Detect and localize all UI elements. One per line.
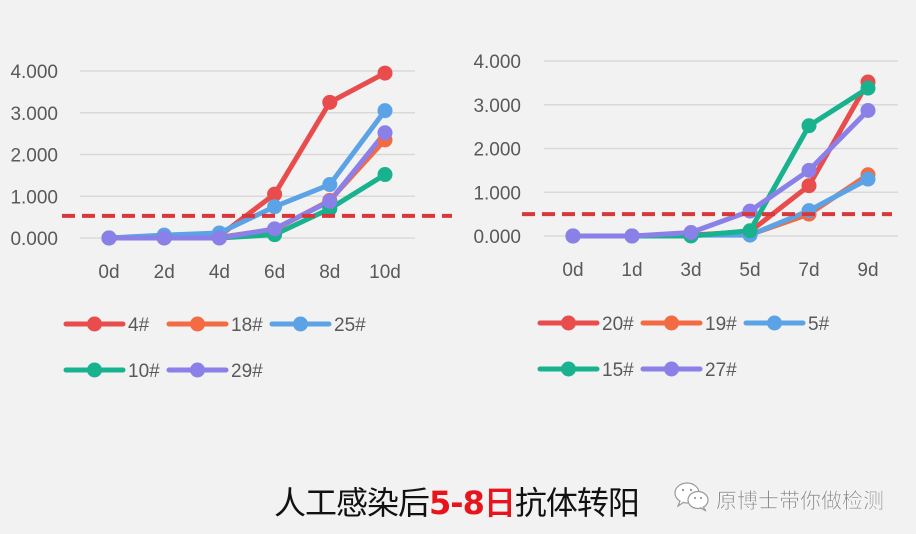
wechat-icon [672, 480, 712, 519]
data-point [267, 221, 283, 237]
y-tick-label: 1.000 [10, 187, 58, 208]
x-tick-label: 0d [98, 262, 119, 283]
x-tick-label: 10d [369, 262, 401, 283]
data-point [267, 186, 283, 202]
data-point [211, 230, 227, 246]
legend-item-10: 10# [63, 361, 160, 382]
chart-2: 0.000 1.000 2.000 3.000 4.000 0d 1d 3d 5d 7d 9d 20#… [473, 52, 898, 381]
data-point [322, 177, 338, 193]
legend-label: 10# [128, 361, 160, 382]
data-point [801, 118, 817, 134]
y-tick-label: 1.000 [473, 183, 521, 204]
data-point [860, 80, 876, 96]
x-tick-label: 5d [739, 260, 760, 281]
data-point [801, 162, 817, 178]
legend-label: 29# [231, 361, 263, 382]
data-point [267, 199, 283, 215]
x-tick-label: 6d [264, 262, 285, 283]
legend-marker-icon [561, 361, 576, 377]
legend-marker-icon [87, 362, 102, 378]
legend-marker-icon [190, 362, 205, 378]
caption-suffix: 抗体转阳 [514, 484, 640, 522]
y-tick-label: 3.000 [473, 96, 521, 117]
legend-item-4: 4# [63, 315, 150, 336]
data-point [377, 125, 393, 141]
caption-prefix: 人工感染后 [274, 484, 430, 522]
legend-marker-icon [664, 315, 679, 331]
legend-item-25: 25# [269, 315, 366, 336]
legend-label: 5# [808, 314, 830, 335]
legend-marker-icon [190, 316, 205, 332]
x-tick-label: 8d [319, 262, 340, 283]
legend-label: 15# [602, 360, 634, 381]
data-point [565, 228, 581, 244]
caption-highlight: 5-8日 [429, 484, 516, 522]
y-tick-label: 0.000 [10, 229, 58, 250]
legend-label: 4# [128, 315, 150, 336]
x-tick-label: 9d [857, 260, 878, 281]
y-tick-label: 4.000 [473, 52, 521, 73]
data-point [377, 167, 393, 183]
x-tick-label: 2d [154, 262, 175, 283]
series-line-5 [570, 176, 871, 239]
legend-item-18: 18# [166, 315, 263, 336]
data-point [742, 203, 758, 219]
watermark: 原博士带你做检测 [672, 480, 884, 519]
caption: 人工感染后5-8日抗体转阳 [274, 478, 640, 524]
legend-item-29: 29# [166, 361, 263, 382]
series-line-27 [570, 107, 871, 239]
legend-label: 18# [231, 315, 263, 336]
legend-item-5: 5# [743, 314, 830, 335]
legend-item-19: 19# [640, 314, 737, 335]
x-tick-label: 4d [209, 262, 230, 283]
series-line-25 [106, 108, 388, 241]
y-tick-label: 2.000 [10, 146, 58, 167]
legend-marker-icon [664, 361, 679, 377]
legend-label: 20# [602, 314, 634, 335]
legend-item-20: 20# [537, 314, 634, 335]
x-tick-label: 0d [562, 260, 583, 281]
legend: 4# 18# 25# 10# 29# [63, 315, 366, 382]
y-tick-label: 0.000 [473, 227, 521, 248]
data-point [322, 94, 338, 110]
data-point [322, 193, 338, 209]
legend-label: 25# [334, 315, 366, 336]
y-tick-label: 4.000 [10, 62, 58, 83]
data-point [101, 230, 117, 246]
data-point [377, 65, 393, 81]
legend-marker-icon [767, 315, 782, 331]
watermark-text: 原博士带你做检测 [716, 488, 885, 513]
legend-marker-icon [561, 315, 576, 331]
legend-label: 27# [705, 360, 737, 381]
series-line-4 [106, 70, 388, 241]
y-tick-label: 2.000 [473, 140, 521, 161]
data-point [860, 102, 876, 118]
legend: 20# 19# 5# 15# 27# [537, 314, 830, 381]
data-point [683, 225, 699, 240]
data-point [801, 178, 817, 194]
series-line-29 [106, 130, 388, 241]
data-point [624, 228, 640, 244]
legend-item-27: 27# [640, 360, 737, 381]
data-point [156, 230, 172, 246]
legend-label: 19# [705, 314, 737, 335]
chart-1: 0.000 1.000 2.000 3.000 4.000 0d 2d 4d 6d 8d 10d 4#… [10, 62, 452, 382]
legend-marker-icon [87, 316, 102, 332]
legend-item-15: 15# [537, 360, 634, 381]
x-tick-label: 3d [680, 260, 701, 281]
data-point [860, 171, 876, 187]
x-tick-label: 1d [621, 260, 642, 281]
x-tick-label: 7d [798, 260, 819, 281]
y-tick-label: 3.000 [10, 104, 58, 125]
data-point [742, 223, 758, 239]
legend-marker-icon [293, 316, 308, 332]
data-point [377, 103, 393, 119]
